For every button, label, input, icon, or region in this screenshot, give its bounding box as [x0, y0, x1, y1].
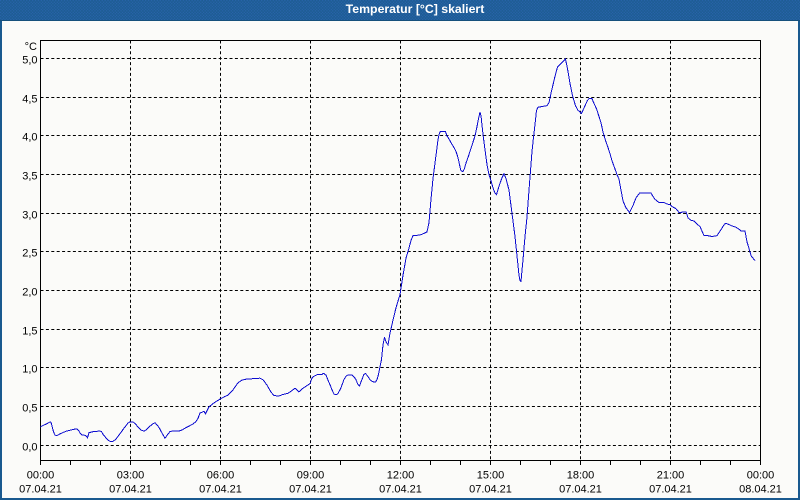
svg-text:07.04.21: 07.04.21: [469, 484, 512, 496]
svg-text:0,5: 0,5: [22, 403, 37, 415]
svg-text:09:00: 09:00: [297, 470, 325, 482]
svg-text:12:00: 12:00: [387, 470, 415, 482]
svg-text:0,0: 0,0: [22, 442, 37, 454]
svg-text:4,5: 4,5: [22, 94, 37, 106]
svg-text:21:00: 21:00: [657, 470, 685, 482]
svg-text:1,5: 1,5: [22, 326, 37, 338]
svg-text:00:00: 00:00: [27, 470, 55, 482]
svg-text:00:00: 00:00: [747, 470, 775, 482]
svg-text:03:00: 03:00: [117, 470, 145, 482]
svg-text:2,0: 2,0: [22, 287, 37, 299]
svg-text:07.04.21: 07.04.21: [559, 484, 602, 496]
svg-text:07.04.21: 07.04.21: [649, 484, 692, 496]
svg-text:3,5: 3,5: [22, 171, 37, 183]
svg-text:15:00: 15:00: [477, 470, 505, 482]
svg-text:08.04.21: 08.04.21: [739, 484, 782, 496]
svg-text:07.04.21: 07.04.21: [289, 484, 332, 496]
svg-text:06:00: 06:00: [207, 470, 235, 482]
svg-text:°C: °C: [25, 41, 37, 53]
svg-text:5,0: 5,0: [22, 55, 37, 67]
svg-text:3,0: 3,0: [22, 210, 37, 222]
svg-text:2,5: 2,5: [22, 248, 37, 260]
svg-text:4,0: 4,0: [22, 132, 37, 144]
svg-text:07.04.21: 07.04.21: [199, 484, 242, 496]
svg-text:1,0: 1,0: [22, 364, 37, 376]
svg-text:07.04.21: 07.04.21: [109, 484, 152, 496]
svg-text:18:00: 18:00: [567, 470, 595, 482]
svg-text:07.04.21: 07.04.21: [19, 484, 62, 496]
svg-text:07.04.21: 07.04.21: [379, 484, 422, 496]
